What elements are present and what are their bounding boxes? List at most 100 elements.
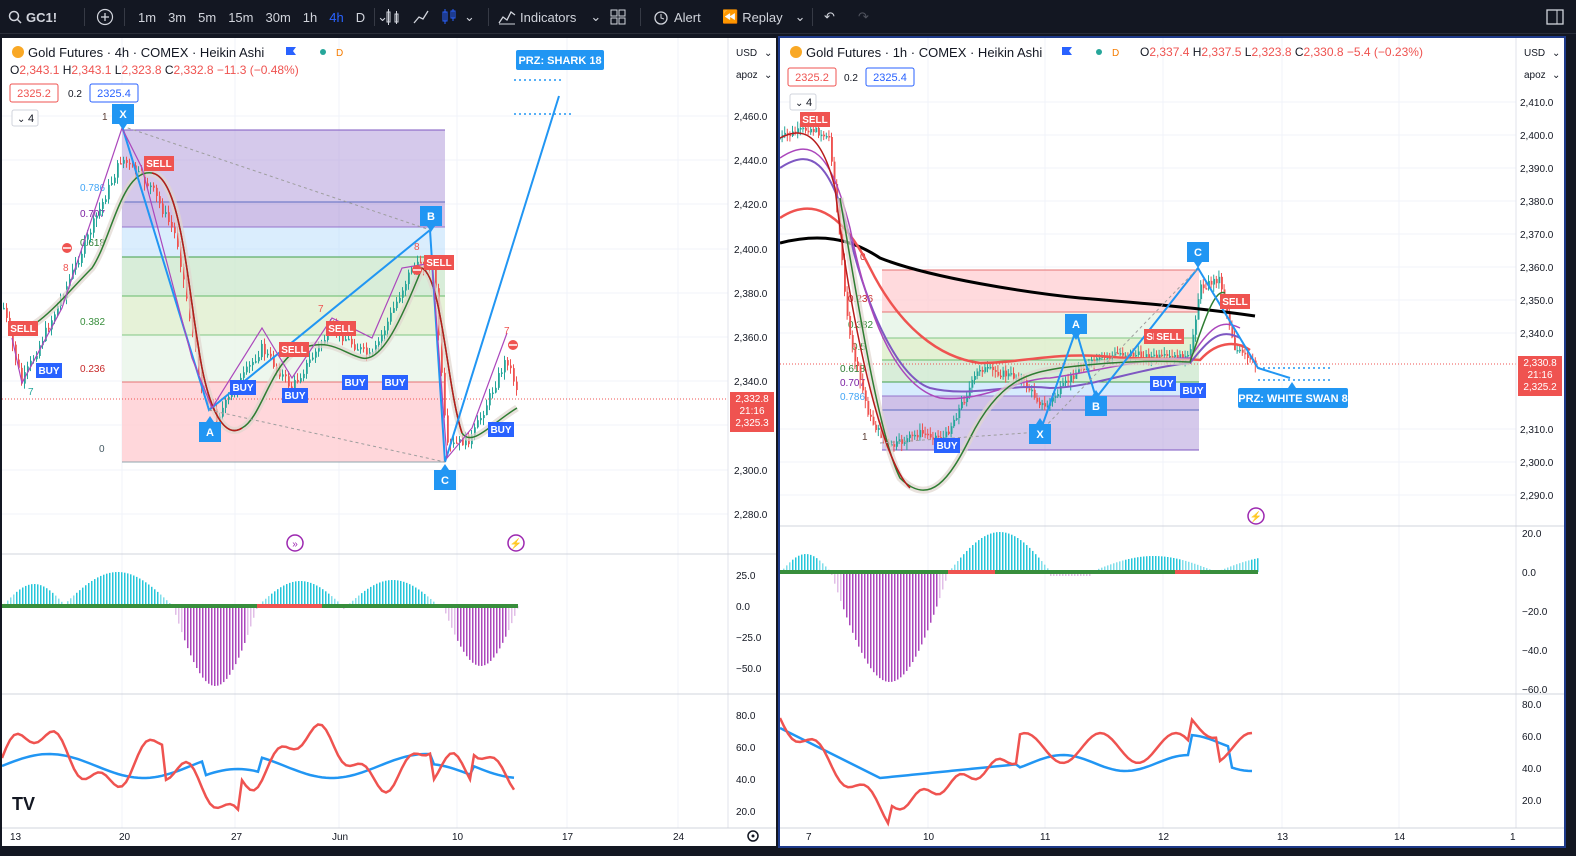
histogram-bar bbox=[1020, 540, 1022, 572]
price-box-blue[interactable] bbox=[89, 83, 139, 103]
candles-icon[interactable] bbox=[440, 8, 458, 26]
histogram-bar bbox=[849, 572, 851, 626]
tf-more-chevron-icon[interactable]: ⌄ bbox=[377, 9, 389, 24]
panel-toggle-button[interactable] bbox=[1546, 0, 1564, 34]
histogram-bar bbox=[130, 574, 132, 606]
candle-body bbox=[228, 396, 230, 400]
candle-body bbox=[258, 357, 260, 362]
candle-body bbox=[300, 378, 302, 382]
alert-button[interactable]: Alert bbox=[652, 0, 701, 34]
replay-marker-icon[interactable]: » bbox=[286, 534, 304, 552]
left-chart-canvas[interactable]: 1 0.786 0.707 0.618 0.382 0.236 0 PRZ: S… bbox=[2, 38, 776, 846]
histogram-bar bbox=[1236, 564, 1238, 572]
svg-text:20.0: 20.0 bbox=[1522, 529, 1542, 540]
candle-body bbox=[363, 347, 365, 349]
histogram-bar bbox=[79, 590, 81, 606]
symbol-search[interactable]: GC1! bbox=[8, 0, 57, 34]
currency-selector[interactable]: USD bbox=[736, 48, 757, 59]
candle-wick bbox=[807, 125, 809, 135]
candle-body bbox=[852, 334, 854, 347]
histogram-bar bbox=[67, 601, 69, 606]
chart-type-buttons: ⌄ bbox=[384, 0, 475, 34]
scale-mode[interactable]: apoz bbox=[736, 70, 758, 81]
left-chart-panel[interactable]: 1 0.786 0.707 0.618 0.382 0.236 0 PRZ: S… bbox=[0, 36, 778, 848]
flag-icon bbox=[1062, 47, 1072, 55]
settings-gear-icon[interactable] bbox=[747, 830, 759, 842]
currency-chevron-icon[interactable]: ⌄ bbox=[764, 48, 772, 59]
replay-button[interactable]: ⏪ Replay ⌄ bbox=[722, 0, 806, 34]
histogram-bar bbox=[58, 598, 60, 606]
histogram-bar bbox=[1125, 559, 1127, 572]
collapse-indicators-button[interactable] bbox=[11, 109, 39, 127]
tf-1m[interactable]: 1m bbox=[138, 9, 157, 25]
histogram-bar bbox=[400, 580, 402, 606]
svg-text:BUY: BUY bbox=[384, 378, 405, 389]
indicators-button[interactable]: Indicators ⌄ bbox=[498, 0, 601, 34]
candle-body bbox=[1057, 394, 1060, 397]
histogram-bar bbox=[82, 587, 84, 606]
chart-type-chevron-icon[interactable]: ⌄ bbox=[464, 9, 475, 24]
price-box-red[interactable] bbox=[9, 83, 59, 103]
candle-body bbox=[1036, 397, 1039, 402]
collapse-indicators-button[interactable] bbox=[789, 93, 817, 111]
undo-button[interactable]: ↶ bbox=[824, 0, 835, 34]
sell-signal: SELL bbox=[424, 255, 454, 270]
candle-body bbox=[1218, 276, 1221, 284]
candle-body bbox=[261, 343, 263, 358]
candle-body bbox=[1237, 350, 1239, 352]
candle-body bbox=[408, 272, 410, 285]
candle-body bbox=[1161, 354, 1164, 357]
candle-body bbox=[977, 371, 979, 377]
right-edge-strip bbox=[1566, 36, 1576, 848]
svg-text:8: 8 bbox=[63, 263, 69, 274]
lightning-event-icon[interactable]: ⚡ bbox=[1247, 507, 1265, 525]
chart-title[interactable]: Gold Futures · 4h · COMEX · Heikin Ashi bbox=[28, 45, 264, 60]
candle-wick bbox=[1075, 366, 1077, 379]
candle-body bbox=[914, 434, 917, 437]
candle-body bbox=[225, 399, 227, 408]
candle-wick bbox=[399, 292, 400, 304]
momentum-histogram bbox=[4, 572, 519, 686]
histogram-bar bbox=[804, 554, 806, 572]
fib-label: 0 bbox=[99, 444, 105, 455]
candle-body bbox=[90, 232, 92, 235]
candle-body bbox=[285, 374, 287, 377]
tf-30m[interactable]: 30m bbox=[265, 9, 291, 25]
candle-wick bbox=[911, 431, 913, 442]
chart-title[interactable]: Gold Futures · 1h · COMEX · Heikin Ashi bbox=[806, 45, 1042, 60]
candle-body bbox=[813, 128, 815, 133]
histogram-bar bbox=[1194, 563, 1196, 572]
tf-1h[interactable]: 1h bbox=[302, 9, 318, 25]
candle-wick bbox=[165, 205, 166, 218]
candle-body bbox=[255, 361, 257, 363]
replay-chevron-icon[interactable]: ⌄ bbox=[794, 9, 806, 24]
tf-4h[interactable]: 4h bbox=[329, 9, 344, 25]
right-chart-canvas[interactable]: 0.618 0.707 0.786 1 0 0.236 0.382 0.5 PR… bbox=[780, 38, 1564, 846]
price-box-blue[interactable] bbox=[865, 67, 915, 87]
alarm-clock-icon bbox=[654, 11, 668, 25]
tf-15m[interactable]: 15m bbox=[228, 9, 254, 25]
tf-3m[interactable]: 3m bbox=[168, 9, 187, 25]
candle-wick bbox=[1122, 347, 1124, 358]
indicators-chevron-icon[interactable]: ⌄ bbox=[590, 9, 602, 24]
candle-body bbox=[1000, 375, 1002, 378]
compare-button[interactable] bbox=[96, 0, 114, 34]
bars-icon[interactable] bbox=[384, 8, 402, 26]
layouts-button[interactable] bbox=[610, 0, 626, 34]
redo-button[interactable]: ↷ bbox=[858, 0, 869, 34]
candle-body bbox=[1099, 357, 1101, 360]
scale-mode[interactable]: apoz bbox=[1524, 70, 1546, 81]
histogram-bar bbox=[511, 606, 513, 624]
histogram-bar bbox=[1203, 567, 1205, 572]
tf-D[interactable]: D bbox=[355, 9, 366, 25]
candle-body bbox=[492, 392, 494, 395]
currency-selector[interactable]: USD bbox=[1524, 48, 1545, 59]
lightning-event-icon[interactable]: ⚡ bbox=[507, 534, 525, 552]
line-chart-icon[interactable] bbox=[412, 8, 430, 26]
right-chart-panel[interactable]: 0.618 0.707 0.786 1 0 0.236 0.382 0.5 PR… bbox=[778, 36, 1566, 848]
histogram-bar bbox=[175, 606, 177, 615]
price-box-red[interactable] bbox=[787, 67, 837, 87]
candle-wick bbox=[989, 361, 991, 370]
tf-5m[interactable]: 5m bbox=[198, 9, 217, 25]
svg-text:2,360.0: 2,360.0 bbox=[1520, 263, 1554, 274]
